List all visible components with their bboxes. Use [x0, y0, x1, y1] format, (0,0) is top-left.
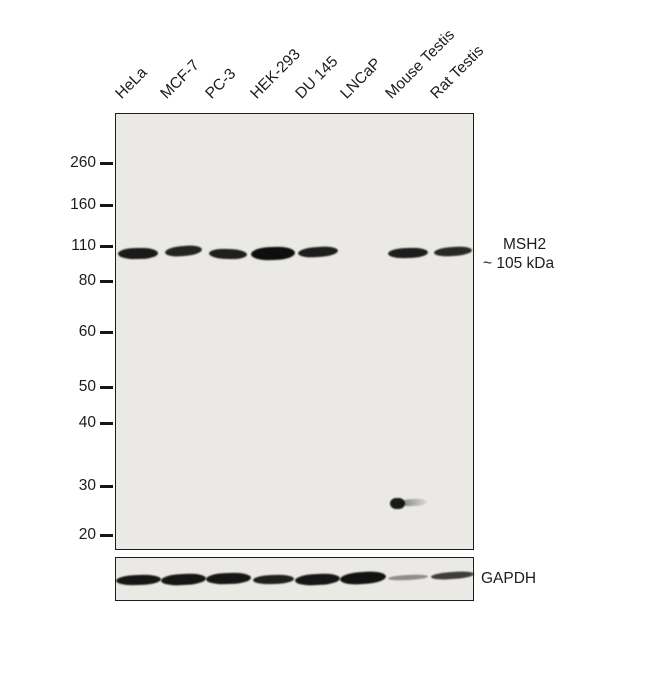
target-protein-label: MSH2 — [503, 236, 547, 253]
nonspecific-band — [390, 497, 406, 509]
msh2-band — [387, 247, 428, 259]
gapdh-loading-control-panel — [115, 557, 475, 601]
lane-label: PC-3 — [202, 65, 240, 103]
msh2-band — [297, 245, 339, 259]
lane-label: LNCaP — [337, 54, 385, 103]
lane-label: HeLa — [112, 64, 151, 103]
target-molecular-weight-label: ~ 105 kDa — [483, 255, 555, 272]
mw-tick — [100, 331, 113, 334]
gapdh-band — [295, 572, 341, 586]
nonspecific-band — [400, 497, 428, 507]
msh2-band — [250, 245, 296, 261]
gapdh-band — [160, 572, 207, 586]
lane-label: MCF-7 — [157, 56, 204, 103]
mw-marker-label: 260 — [70, 154, 96, 171]
gapdh-band — [339, 570, 387, 586]
gapdh-band — [252, 573, 294, 585]
mw-marker-label: 80 — [78, 272, 96, 289]
gapdh-band — [115, 574, 162, 586]
mw-marker-label: 40 — [78, 414, 96, 431]
mw-marker-label: 50 — [78, 378, 96, 395]
mw-tick — [100, 422, 113, 425]
mw-marker-label: 30 — [78, 477, 96, 494]
msh2-band — [209, 248, 248, 260]
mw-tick — [100, 162, 113, 165]
mw-tick — [100, 485, 113, 488]
mw-tick — [100, 245, 113, 248]
mw-marker-label: 110 — [71, 237, 96, 254]
gapdh-band — [430, 570, 475, 580]
msh2-band — [433, 245, 472, 257]
msh2-band — [118, 247, 159, 259]
mw-tick — [100, 204, 113, 207]
mw-tick — [100, 386, 113, 389]
mw-tick — [100, 280, 113, 283]
gapdh-band — [387, 573, 428, 581]
gapdh-band — [205, 571, 251, 585]
msh2-band — [164, 244, 203, 258]
mw-marker-label: 60 — [78, 323, 96, 340]
msh2-blot-panel — [115, 113, 474, 550]
mw-tick — [100, 534, 113, 537]
loading-control-label: GAPDH — [481, 570, 537, 587]
mw-marker-label: 20 — [78, 526, 96, 543]
mw-marker-label: 160 — [70, 196, 96, 213]
